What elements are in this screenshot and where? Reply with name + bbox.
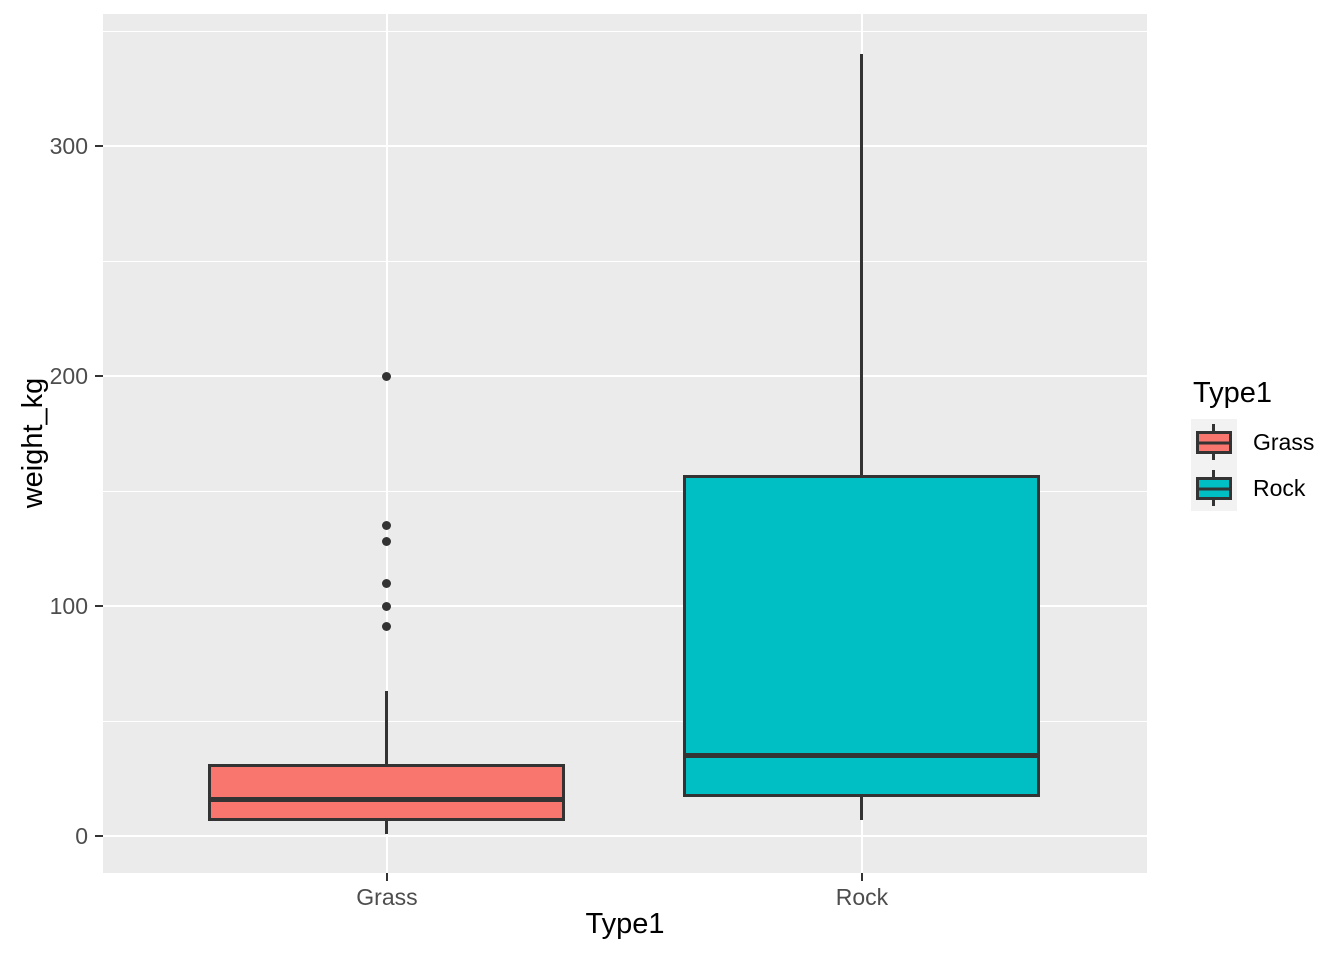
grass-outlier-point xyxy=(382,578,392,588)
grass-outlier-point xyxy=(382,521,392,531)
legend-key-median xyxy=(1199,441,1229,444)
major-gridline xyxy=(103,835,1147,838)
grass-median-line xyxy=(211,796,563,802)
category-gridline xyxy=(385,14,388,873)
minor-gridline xyxy=(103,720,1147,722)
rock-median-line xyxy=(686,753,1038,759)
legend-key xyxy=(1191,465,1237,511)
x-axis-tick xyxy=(385,873,388,881)
rock-lower-whisker xyxy=(860,797,864,821)
minor-gridline xyxy=(103,30,1147,32)
rock-box xyxy=(683,475,1041,798)
legend-entries: Grass Rock xyxy=(1191,419,1314,511)
legend-key-box xyxy=(1196,477,1232,500)
minor-gridline xyxy=(103,490,1147,492)
major-gridline xyxy=(103,605,1147,608)
grass-upper-whisker xyxy=(385,691,389,764)
x-tick-label: Grass xyxy=(356,884,418,910)
y-axis-tick xyxy=(95,145,103,148)
grass-outlier-point xyxy=(382,371,392,381)
x-axis-tick xyxy=(860,873,863,881)
legend-label: Grass xyxy=(1253,428,1315,455)
major-gridline xyxy=(103,375,1147,378)
plot-panel xyxy=(103,14,1147,873)
legend-entry-grass: Grass xyxy=(1191,419,1314,465)
y-tick-label: 100 xyxy=(49,593,88,620)
rock-upper-whisker xyxy=(860,54,864,476)
legend-title: Type1 xyxy=(1193,377,1272,409)
legend-key xyxy=(1191,419,1237,465)
y-axis-title: weight_kg xyxy=(17,377,49,509)
minor-gridline xyxy=(103,260,1147,262)
legend-key-median xyxy=(1199,487,1229,490)
major-gridline xyxy=(103,145,1147,148)
y-tick-label: 0 xyxy=(75,823,88,850)
y-tick-label: 300 xyxy=(49,133,88,160)
legend-key-box xyxy=(1196,431,1232,454)
x-tick-label: Rock xyxy=(835,884,889,910)
legend-label: Rock xyxy=(1253,474,1306,501)
y-axis-tick xyxy=(95,605,103,608)
legend-entry-rock: Rock xyxy=(1191,465,1314,511)
x-axis-title: Type1 xyxy=(585,908,665,940)
legend: Type1 Grass Rock xyxy=(1191,377,1314,511)
grass-lower-whisker xyxy=(385,821,389,834)
y-axis-tick xyxy=(95,375,103,378)
grass-box xyxy=(208,763,566,822)
grass-outlier-point xyxy=(382,601,392,611)
y-tick-label: 200 xyxy=(49,363,88,390)
grass-outlier-point xyxy=(382,622,392,632)
grass-outlier-point xyxy=(382,537,392,547)
y-axis-tick xyxy=(95,835,103,838)
